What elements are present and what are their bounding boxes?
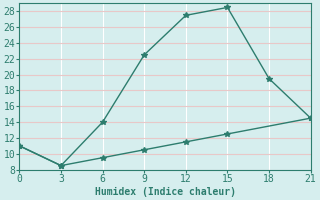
X-axis label: Humidex (Indice chaleur): Humidex (Indice chaleur) bbox=[94, 186, 236, 197]
